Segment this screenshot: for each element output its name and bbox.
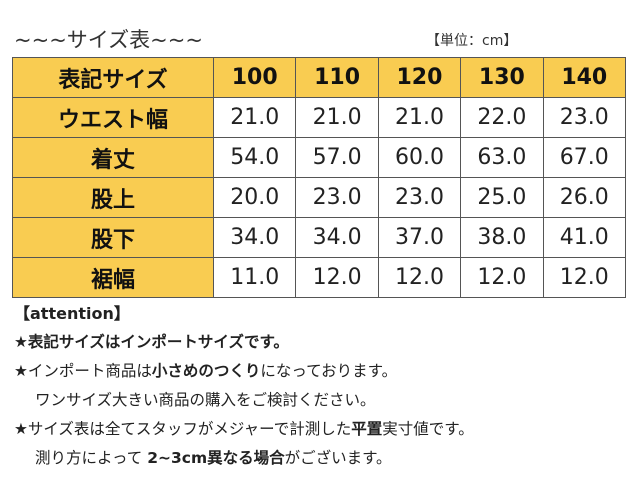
size-120-header: 120 bbox=[377, 57, 462, 98]
table-cell: 21.0 bbox=[377, 97, 462, 138]
row-label: 股下 bbox=[12, 217, 214, 258]
table-row: 着丈 54.0 57.0 60.0 63.0 67.0 bbox=[12, 137, 627, 178]
table-header-row: 表記サイズ 100 110 120 130 140 bbox=[12, 57, 627, 98]
row-label: 裾幅 bbox=[12, 257, 214, 298]
table-cell: 63.0 bbox=[460, 137, 544, 178]
table-cell: 57.0 bbox=[295, 137, 379, 178]
attention-heading: 【attention】 bbox=[14, 304, 130, 323]
size-130-header: 130 bbox=[460, 57, 544, 98]
table-cell: 21.0 bbox=[212, 97, 297, 138]
note-text: ★サイズ表は全てスタッフがメジャーで計測した bbox=[14, 420, 352, 438]
size-chart-title: ~~~サイズ表~~~ bbox=[14, 28, 203, 52]
table-cell: 11.0 bbox=[212, 257, 297, 298]
note-text: ★インポート商品は bbox=[14, 362, 152, 380]
table-cell: 60.0 bbox=[377, 137, 462, 178]
table-cell: 34.0 bbox=[212, 217, 297, 258]
note-text: がございます。 bbox=[284, 449, 392, 467]
note-emphasis: 平置 bbox=[351, 420, 383, 438]
size-100-header: 100 bbox=[212, 57, 297, 98]
table-cell: 23.0 bbox=[542, 97, 627, 138]
note-text: になっております。 bbox=[260, 362, 398, 380]
table-row: 股下 34.0 34.0 37.0 38.0 41.0 bbox=[12, 217, 627, 258]
table-cell: 21.0 bbox=[295, 97, 379, 138]
table-cell: 34.0 bbox=[295, 217, 379, 258]
note-small-fit: ★インポート商品は小さめのつくりになっております。 bbox=[14, 357, 634, 386]
note-emphasis: 2~3cm異なる場合 bbox=[147, 449, 285, 467]
row-label: 股上 bbox=[12, 177, 214, 218]
note-text: 測り方によって bbox=[35, 449, 148, 467]
row-label: 着丈 bbox=[12, 137, 214, 178]
header-label: 表記サイズ bbox=[12, 57, 214, 98]
size-110-header: 110 bbox=[295, 57, 379, 98]
note-import-size: ★表記サイズはインポートサイズです。 bbox=[14, 333, 289, 351]
table-cell: 23.0 bbox=[377, 177, 462, 218]
note-emphasis: 小さめのつくり bbox=[151, 362, 261, 380]
note-size-up-advice: ワンサイズ大きい商品の購入をご検討ください。 bbox=[35, 391, 376, 409]
note-measurement: ★サイズ表は全てスタッフがメジャーで計測した平置実寸値です。 bbox=[14, 415, 634, 444]
size-140-header: 140 bbox=[542, 57, 627, 98]
table-cell: 38.0 bbox=[460, 217, 544, 258]
attention-notes: 【attention】 ★表記サイズはインポートサイズです。 ★インポート商品は… bbox=[14, 299, 634, 473]
table-row: 股上 20.0 23.0 23.0 25.0 26.0 bbox=[12, 177, 627, 218]
table-cell: 37.0 bbox=[377, 217, 462, 258]
table-cell: 41.0 bbox=[542, 217, 627, 258]
table-row: ウエスト幅 21.0 21.0 21.0 22.0 23.0 bbox=[12, 97, 627, 138]
table-cell: 25.0 bbox=[460, 177, 544, 218]
table-cell: 12.0 bbox=[377, 257, 462, 298]
table-cell: 12.0 bbox=[460, 257, 544, 298]
table-cell: 23.0 bbox=[295, 177, 379, 218]
size-table: 表記サイズ 100 110 120 130 140 ウエスト幅 21.0 21.… bbox=[12, 57, 627, 298]
table-cell: 12.0 bbox=[295, 257, 379, 298]
unit-label: 【単位：cm】 bbox=[426, 33, 518, 49]
table-cell: 20.0 bbox=[212, 177, 297, 218]
table-cell: 22.0 bbox=[460, 97, 544, 138]
note-text: 実寸値です。 bbox=[382, 420, 474, 438]
row-label: ウエスト幅 bbox=[12, 97, 214, 138]
table-cell: 26.0 bbox=[542, 177, 627, 218]
table-cell: 12.0 bbox=[542, 257, 627, 298]
table-cell: 54.0 bbox=[212, 137, 297, 178]
table-cell: 67.0 bbox=[542, 137, 627, 178]
note-tolerance: 測り方によって 2~3cm異なる場合がございます。 bbox=[14, 444, 634, 473]
table-row: 裾幅 11.0 12.0 12.0 12.0 12.0 bbox=[12, 257, 627, 298]
